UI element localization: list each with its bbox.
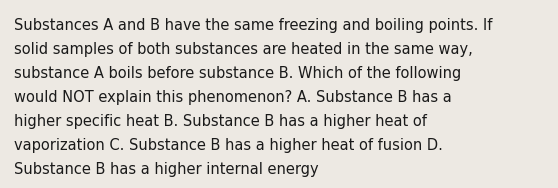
Text: higher specific heat B. Substance B has a higher heat of: higher specific heat B. Substance B has … bbox=[14, 114, 427, 129]
Text: Substances A and B have the same freezing and boiling points. If: Substances A and B have the same freezin… bbox=[14, 18, 492, 33]
Text: vaporization C. Substance B has a higher heat of fusion D.: vaporization C. Substance B has a higher… bbox=[14, 138, 443, 153]
Text: solid samples of both substances are heated in the same way,: solid samples of both substances are hea… bbox=[14, 42, 473, 57]
Text: substance A boils before substance B. Which of the following: substance A boils before substance B. Wh… bbox=[14, 66, 461, 81]
Text: would NOT explain this phenomenon? A. Substance B has a: would NOT explain this phenomenon? A. Su… bbox=[14, 90, 452, 105]
Text: Substance B has a higher internal energy: Substance B has a higher internal energy bbox=[14, 162, 319, 177]
